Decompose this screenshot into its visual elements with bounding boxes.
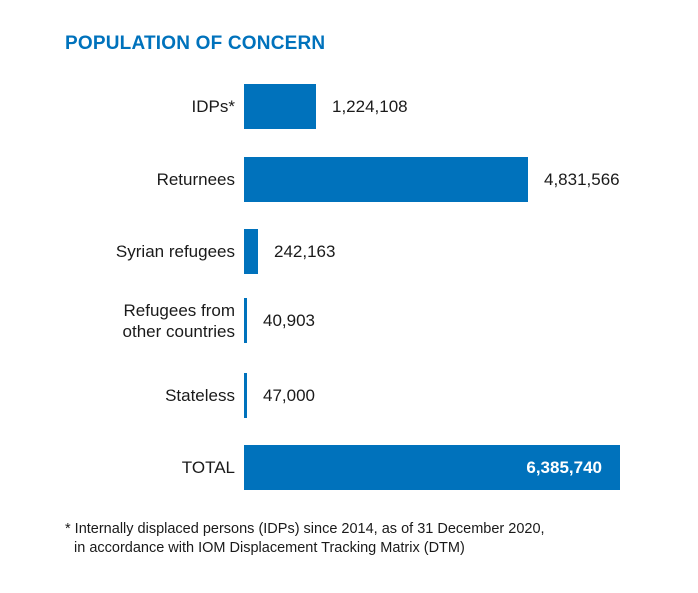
bar: [244, 373, 247, 418]
category-label: IDPs*: [191, 97, 235, 116]
footnote: * Internally displaced persons (IDPs) si…: [65, 520, 545, 558]
chart-title: POPULATION OF CONCERN: [65, 33, 326, 54]
bar-row: Returnees 4,831,566: [0, 157, 698, 202]
bar: [244, 445, 620, 490]
value-label: 47,000: [263, 386, 315, 405]
bar: [244, 298, 247, 343]
bar-row: Refugees from other countries 40,903: [0, 298, 698, 343]
bar: [244, 157, 528, 202]
value-label: 40,903: [263, 311, 315, 330]
bar: [244, 84, 316, 129]
value-label: 6,385,740: [526, 458, 602, 477]
bar-row: Stateless 47,000: [0, 373, 698, 418]
category-label: Syrian refugees: [115, 242, 235, 261]
footnote-line-1: * Internally displaced persons (IDPs) si…: [65, 521, 545, 537]
category-label: Stateless: [165, 386, 235, 405]
category-label: Refugees from other countries: [122, 301, 235, 341]
value-label: 4,831,566: [544, 170, 620, 189]
category-label: TOTAL: [181, 458, 235, 477]
bar-row: IDPs* 1,224,108: [0, 84, 698, 129]
bar-row: TOTAL 6,385,740: [0, 445, 698, 490]
category-label: Returnees: [156, 170, 235, 189]
value-label: 1,224,108: [332, 97, 408, 116]
value-label: 242,163: [274, 242, 336, 261]
bar: [244, 229, 258, 274]
footnote-line-2: in accordance with IOM Displacement Trac…: [74, 540, 465, 556]
bar-row: Syrian refugees 242,163: [0, 229, 698, 274]
